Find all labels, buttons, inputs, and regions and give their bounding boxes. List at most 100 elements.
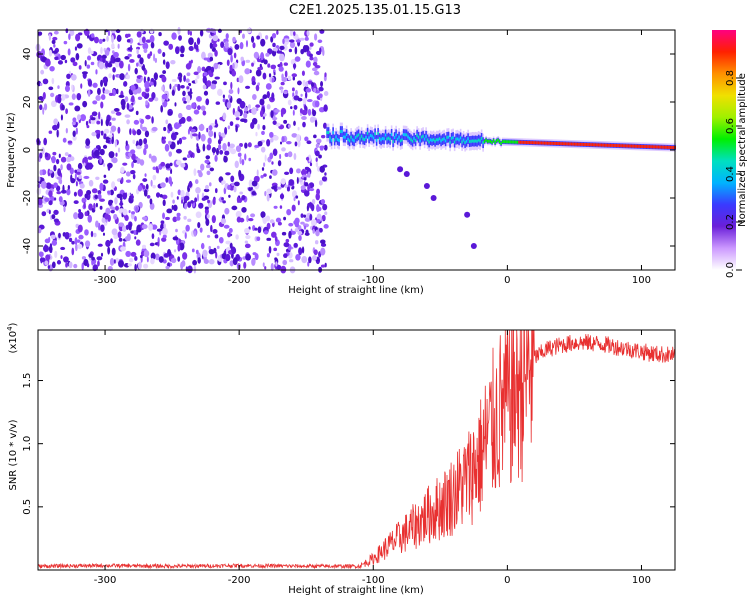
- spectrogram-noise-cell: [315, 161, 319, 168]
- spectrogram-noise-cell: [130, 44, 133, 53]
- spectrogram-noise-cell: [83, 175, 90, 180]
- spectrogram-noise-cell: [177, 123, 180, 129]
- spectrogram-line-core: [560, 142, 562, 146]
- spectrogram-noise-cell: [100, 79, 103, 87]
- spectrogram-noise-cell: [251, 107, 257, 115]
- spectrogram-noise-cell: [229, 242, 233, 249]
- spectrogram-line-core: [384, 133, 387, 137]
- spectrogram-noise-cell: [96, 120, 101, 125]
- spectrogram-noise-cell: [144, 130, 150, 138]
- spectrogram-line-core: [414, 138, 417, 142]
- spectrogram-noise-cell: [210, 224, 213, 233]
- spectrogram-line-core: [552, 141, 555, 145]
- spectrogram-noise-cell: [320, 247, 326, 256]
- spectrogram-noise-cell: [102, 163, 106, 167]
- snr-panel: -300 -200 -100 0 100 0.5 1.0 1.5 Height of str…: [6, 322, 676, 596]
- spectrogram-noise-cell: [217, 28, 222, 33]
- spectrogram-noise-cell: [217, 88, 223, 97]
- spectrogram-noise-cell: [301, 70, 305, 76]
- spectrogram-noise-cell: [286, 141, 292, 145]
- spectrogram-noise-cell: [233, 186, 237, 193]
- spectrogram-line-core: [642, 144, 645, 148]
- spectrogram-noise-cell: [284, 184, 288, 189]
- spectrogram-noise-cell: [279, 86, 284, 91]
- spectrogram-line-core: [365, 135, 367, 139]
- colorbar-label: Normalized spectral amplitude: [737, 73, 748, 227]
- spectrogram-noise-cell: [275, 217, 282, 223]
- spectrogram-noise-cell: [168, 140, 172, 145]
- spectrogram-noise-cell: [287, 124, 291, 129]
- spectrogram-line-core: [543, 141, 546, 145]
- spectrogram-noise-cell: [294, 141, 298, 147]
- spectrogram-noise-cell: [76, 43, 83, 49]
- spectrogram-noise-cell: [296, 134, 301, 142]
- spectrogram-noise-cell: [305, 81, 309, 88]
- spectrogram-line-core: [563, 142, 565, 146]
- spectrogram-noise-cell: [176, 212, 181, 217]
- spectrogram-line-core: [573, 142, 576, 146]
- spectrogram-noise-cell: [49, 169, 53, 174]
- spectrogram-noise-cell: [64, 152, 69, 156]
- spectrogram-line-core: [612, 143, 615, 147]
- spectrogram-line-core: [374, 132, 376, 136]
- spectrogram-noise-cell: [264, 190, 267, 197]
- spectrogram-noise-cell: [287, 75, 292, 81]
- spectrogram-noise-cell: [143, 263, 149, 269]
- spectrogram-noise-cell: [288, 222, 294, 227]
- spectrogram-line-core: [410, 138, 412, 142]
- spectrogram-noise-cell: [256, 35, 261, 40]
- spectrogram-noise-cell: [186, 86, 190, 90]
- y-tick-label: -20: [22, 190, 33, 206]
- spectrogram-noise-cell: [117, 147, 121, 153]
- spectrogram-line-core: [327, 131, 330, 135]
- spectrogram-noise-cell: [276, 30, 279, 35]
- spectrogram-noise-cell: [235, 125, 238, 133]
- spectrogram-noise-cell: [306, 156, 310, 161]
- spectrogram-noise-cell: [213, 131, 217, 139]
- spectrogram-noise-cell: [158, 256, 164, 263]
- spectrogram-noise-cell: [300, 48, 305, 55]
- spectrogram-line-core: [483, 139, 486, 143]
- spectrogram-noise-cell: [150, 258, 155, 265]
- spectrogram-noise-cell: [71, 240, 75, 245]
- spectrogram-noise-cell: [178, 112, 183, 119]
- spectrogram-noise-cell: [201, 51, 206, 60]
- spectrogram-noise-cell: [188, 45, 194, 52]
- spectrogram-line-core: [449, 140, 451, 144]
- spectrogram-noise-cell: [146, 256, 149, 263]
- spectrogram-noise-cell: [53, 218, 60, 223]
- spectrogram-noise-cell: [68, 237, 73, 242]
- spectrogram-line-core: [489, 139, 492, 143]
- colorbar-gradient: [712, 30, 736, 270]
- spectrogram-stray-point: [403, 171, 410, 177]
- spectrogram-noise-cell: [307, 261, 310, 267]
- spectrogram-noise-cell: [77, 211, 84, 220]
- spectrogram-noise-cell: [187, 218, 192, 223]
- spectrogram-noise-cell: [124, 33, 129, 39]
- spectrogram-noise-cell: [41, 147, 45, 155]
- spectrogram-line-core: [350, 135, 352, 139]
- spectrogram-noise-cell: [86, 189, 92, 195]
- spectrogram-noise-cell: [279, 153, 282, 160]
- spectrogram-noise-cell: [75, 243, 78, 252]
- spectrogram-noise-cell: [132, 129, 137, 136]
- spectrogram-noise-cell: [185, 78, 190, 83]
- spectrogram-noise-cell: [204, 206, 209, 210]
- spectrogram-noise-cell: [300, 185, 306, 191]
- spectrogram-noise-cell: [171, 32, 177, 40]
- spectrogram-noise-cell: [244, 68, 251, 75]
- spectrogram-noise-cell: [245, 234, 251, 240]
- spectrogram-line-core: [629, 144, 631, 148]
- spectrogram-noise-cell: [128, 209, 131, 214]
- spectrogram-noise-cell: [75, 52, 80, 61]
- spectrogram-noise-cell: [143, 137, 148, 145]
- spectrogram-noise-cell: [124, 235, 131, 242]
- spectrogram-noise-cell: [198, 202, 204, 209]
- spectrogram-noise-cell: [49, 65, 55, 72]
- spectrogram-noise-cell: [183, 215, 187, 220]
- spectrogram-noise-cell: [151, 126, 158, 132]
- x-tick-label: 0: [504, 275, 510, 286]
- spectrogram-noise-cell: [99, 148, 105, 156]
- spectrogram-noise-cell: [182, 90, 186, 97]
